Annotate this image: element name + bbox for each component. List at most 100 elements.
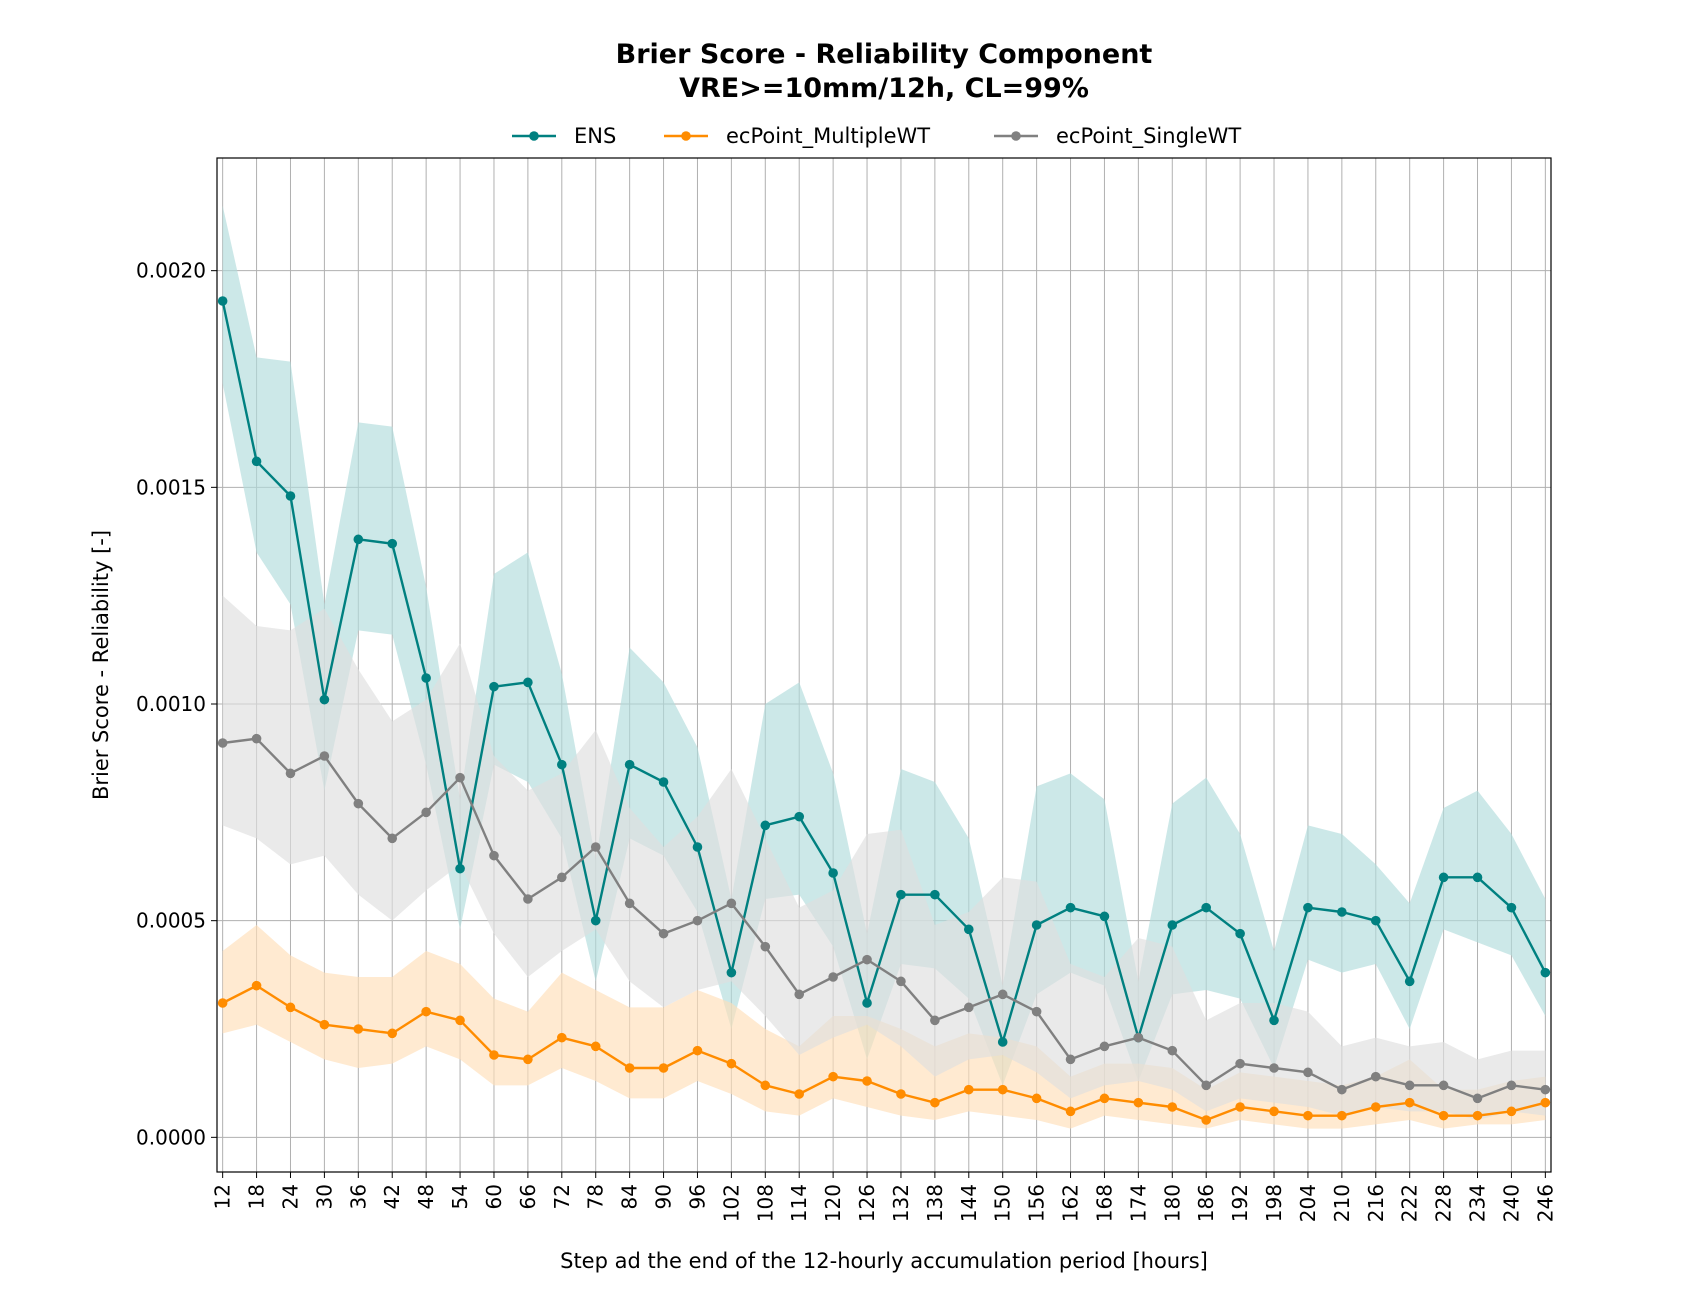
data-point-ecPoint_SingleWT: [1031, 1006, 1042, 1017]
data-point-ecPoint_SingleWT: [319, 751, 330, 761]
x-tick-label: 48: [414, 1184, 438, 1209]
data-point-ecPoint_MultipleWT: [251, 980, 262, 991]
chart-subtitle: VRE>=10mm/12h, CL=99%: [679, 73, 1089, 104]
data-point-ENS: [862, 998, 872, 1008]
data-point-ecPoint_MultipleWT: [726, 1058, 737, 1069]
x-tick-label: 192: [1228, 1184, 1252, 1222]
data-point-ecPoint_SingleWT: [658, 928, 669, 939]
data-point-ecPoint_SingleWT: [251, 733, 262, 744]
data-point-ecPoint_SingleWT: [1472, 1093, 1483, 1104]
data-point-ecPoint_SingleWT: [1133, 1032, 1144, 1043]
x-tick-label: 36: [346, 1184, 370, 1209]
data-point-ecPoint_SingleWT: [387, 833, 398, 844]
series-points: [217, 296, 1551, 1125]
series-line-ENS: [221, 300, 1547, 1044]
data-point-ecPoint_SingleWT: [862, 954, 872, 965]
data-point-ENS: [285, 491, 296, 501]
data-point-ecPoint_SingleWT: [726, 898, 737, 909]
data-point-ecPoint_SingleWT: [1065, 1054, 1076, 1065]
x-tick-label: 132: [889, 1184, 913, 1222]
data-point-ENS: [794, 811, 805, 822]
data-point-ecPoint_MultipleWT: [1303, 1110, 1313, 1121]
data-point-ENS: [1540, 967, 1551, 978]
x-tick-label: 150: [991, 1184, 1015, 1222]
x-tick-label: 78: [584, 1184, 608, 1209]
data-point-ecPoint_SingleWT: [963, 1002, 974, 1013]
x-tick-label: 102: [719, 1184, 743, 1222]
data-point-ecPoint_SingleWT: [1506, 1080, 1517, 1091]
x-tick-label: 204: [1296, 1184, 1320, 1222]
x-tick-label: 210: [1330, 1184, 1354, 1222]
x-tick-label: 12: [211, 1184, 235, 1209]
x-axis-ticks: 12 18 24 30 36 42 48 54 60 66 72 78 84 90 96 102 108 114 1…: [211, 1172, 1557, 1222]
x-tick-label: 198: [1262, 1184, 1286, 1222]
data-point-ecPoint_SingleWT: [760, 941, 771, 952]
x-tick-label: 144: [957, 1184, 981, 1222]
data-point-ecPoint_SingleWT: [217, 738, 228, 748]
x-tick-label: 96: [685, 1184, 709, 1209]
legend-marker-ecPoint_SingleWT: [1011, 131, 1021, 141]
x-tick-label: 42: [380, 1184, 404, 1209]
data-point-ENS: [590, 915, 601, 926]
data-point-ecPoint_SingleWT: [1404, 1080, 1415, 1091]
data-point-ENS: [624, 759, 635, 770]
data-point-ecPoint_MultipleWT: [285, 1002, 296, 1013]
data-point-ENS: [1031, 920, 1042, 930]
x-tick-label: 84: [618, 1184, 642, 1209]
data-point-ecPoint_SingleWT: [828, 972, 838, 982]
data-point-ENS: [896, 889, 906, 900]
x-tick-label: 90: [652, 1184, 676, 1209]
legend-label-ENS: ENS: [574, 124, 616, 148]
x-tick-label: 72: [550, 1184, 574, 1209]
data-point-ecPoint_MultipleWT: [455, 1015, 465, 1026]
data-point-ENS: [1201, 902, 1211, 913]
data-point-ecPoint_MultipleWT: [1404, 1097, 1415, 1108]
x-tick-label: 222: [1398, 1184, 1422, 1222]
data-point-ENS: [726, 967, 737, 978]
data-point-ecPoint_MultipleWT: [760, 1080, 771, 1091]
data-point-ENS: [523, 677, 533, 688]
data-point-ENS: [421, 673, 431, 683]
data-point-ENS: [828, 868, 838, 878]
data-point-ecPoint_MultipleWT: [930, 1097, 940, 1108]
x-tick-label: 54: [448, 1184, 472, 1209]
x-tick-label: 24: [278, 1184, 302, 1209]
data-point-ecPoint_MultipleWT: [1235, 1102, 1245, 1112]
data-point-ecPoint_MultipleWT: [353, 1024, 364, 1034]
data-point-ENS: [1438, 872, 1449, 883]
data-point-ENS: [1337, 907, 1347, 917]
x-tick-label: 138: [923, 1184, 947, 1222]
data-point-ENS: [1269, 1015, 1279, 1026]
data-point-ENS: [1506, 902, 1517, 913]
x-axis-label: Step ad the end of the 12-hourly accumul…: [560, 1249, 1208, 1273]
data-point-ENS: [930, 889, 940, 900]
data-point-ecPoint_SingleWT: [1540, 1084, 1551, 1095]
data-point-ecPoint_MultipleWT: [1506, 1106, 1517, 1117]
data-point-ecPoint_SingleWT: [997, 989, 1008, 1000]
data-point-ENS: [1099, 911, 1110, 922]
data-point-ecPoint_MultipleWT: [1201, 1115, 1211, 1125]
x-tick-label: 216: [1364, 1184, 1388, 1222]
data-point-ecPoint_MultipleWT: [1472, 1110, 1483, 1121]
data-point-ecPoint_SingleWT: [692, 915, 703, 926]
y-tick-label: 0.0005: [136, 909, 206, 933]
data-point-ENS: [1065, 902, 1076, 913]
x-tick-label: 180: [1160, 1184, 1184, 1222]
data-point-ENS: [353, 534, 364, 545]
data-point-ecPoint_SingleWT: [1438, 1080, 1449, 1091]
data-point-ecPoint_MultipleWT: [217, 998, 228, 1008]
legend: ENS ecPoint_MultipleWT ecPoint_SingleWT: [512, 124, 1241, 149]
data-point-ecPoint_SingleWT: [1303, 1067, 1313, 1078]
data-point-ecPoint_SingleWT: [1235, 1058, 1245, 1069]
data-point-ecPoint_SingleWT: [1167, 1045, 1178, 1056]
y-axis-label: Brier Score - Reliability [-]: [89, 530, 113, 800]
data-point-ecPoint_SingleWT: [523, 894, 533, 904]
confidence-bands: [222, 205, 1546, 1129]
data-point-ENS: [319, 694, 330, 705]
data-point-ecPoint_SingleWT: [1370, 1071, 1381, 1082]
x-tick-label: 30: [312, 1184, 336, 1209]
data-point-ecPoint_SingleWT: [794, 989, 805, 1000]
data-point-ENS: [692, 842, 703, 852]
y-tick-label: 0.0015: [136, 475, 206, 499]
